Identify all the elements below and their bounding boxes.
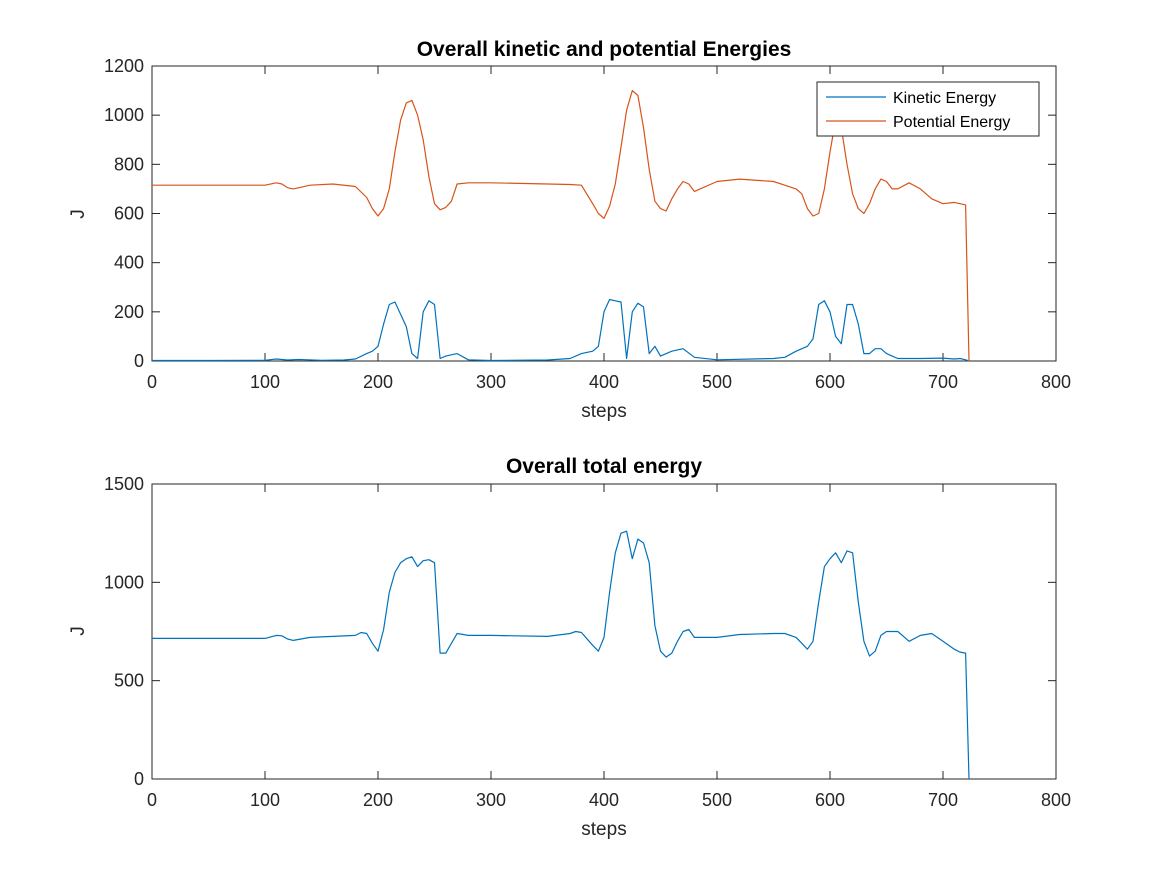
y-tick-label: 1200 — [104, 56, 144, 76]
x-tick-label: 100 — [250, 790, 280, 810]
x-tick-label: 200 — [363, 790, 393, 810]
tick-group: 0 100 200 300 400 500 600 700 800 0 200 400 600 800 10… — [104, 56, 1071, 392]
y-tick-label: 500 — [114, 671, 144, 691]
series-line-kinetic-energy — [152, 298, 970, 362]
y-tick-label: 1000 — [104, 572, 144, 592]
y-axis-label: J — [68, 626, 89, 636]
legend-box — [816, 81, 1040, 137]
x-tick-label: 0 — [147, 372, 157, 392]
y-tick-label: 600 — [114, 204, 144, 224]
y-tick-label: 800 — [114, 154, 144, 174]
x-tick-label: 800 — [1041, 790, 1071, 810]
y-tick-label: 200 — [114, 302, 144, 322]
plot-area — [151, 483, 1057, 780]
x-axis-label: steps — [581, 819, 626, 840]
x-tick-label: 500 — [702, 372, 732, 392]
total-energy-subplot: Overall total energy steps J 0 100 200 300 4… — [68, 455, 1071, 840]
x-tick-label: 0 — [147, 790, 157, 810]
x-tick-label: 600 — [815, 790, 845, 810]
y-tick-label: 0 — [134, 351, 144, 371]
x-tick-label: 400 — [589, 372, 619, 392]
y-tick-label: 400 — [114, 253, 144, 273]
x-tick-label: 300 — [476, 790, 506, 810]
series-line-potential-energy — [152, 89, 970, 362]
legend-label-kinetic: Kinetic Energy — [893, 90, 996, 107]
legend: Kinetic Energy Potential Energy — [816, 81, 1040, 137]
chart-title: Overall total energy — [506, 455, 702, 478]
x-tick-label: 100 — [250, 372, 280, 392]
series-line-total-energy — [152, 530, 970, 780]
tick-group: 0 100 200 300 400 500 600 700 800 0 500 1000 1500 — [104, 474, 1071, 810]
series-group — [152, 89, 970, 362]
x-tick-label: 400 — [589, 790, 619, 810]
series-group — [152, 530, 970, 780]
x-axis-label: steps — [581, 401, 626, 422]
y-tick-label: 0 — [134, 769, 144, 789]
x-tick-label: 200 — [363, 372, 393, 392]
y-tick-label: 1500 — [104, 474, 144, 494]
legend-label-potential: Potential Energy — [893, 114, 1010, 131]
energies-subplot: Overall kinetic and potential Energies s… — [68, 38, 1071, 422]
x-tick-label: 500 — [702, 790, 732, 810]
x-tick-label: 300 — [476, 372, 506, 392]
chart-title: Overall kinetic and potential Energies — [417, 38, 792, 61]
x-tick-label: 700 — [928, 790, 958, 810]
x-tick-label: 800 — [1041, 372, 1071, 392]
y-axis-label: J — [68, 209, 89, 219]
x-tick-label: 700 — [928, 372, 958, 392]
x-tick-label: 600 — [815, 372, 845, 392]
y-tick-label: 1000 — [104, 105, 144, 125]
